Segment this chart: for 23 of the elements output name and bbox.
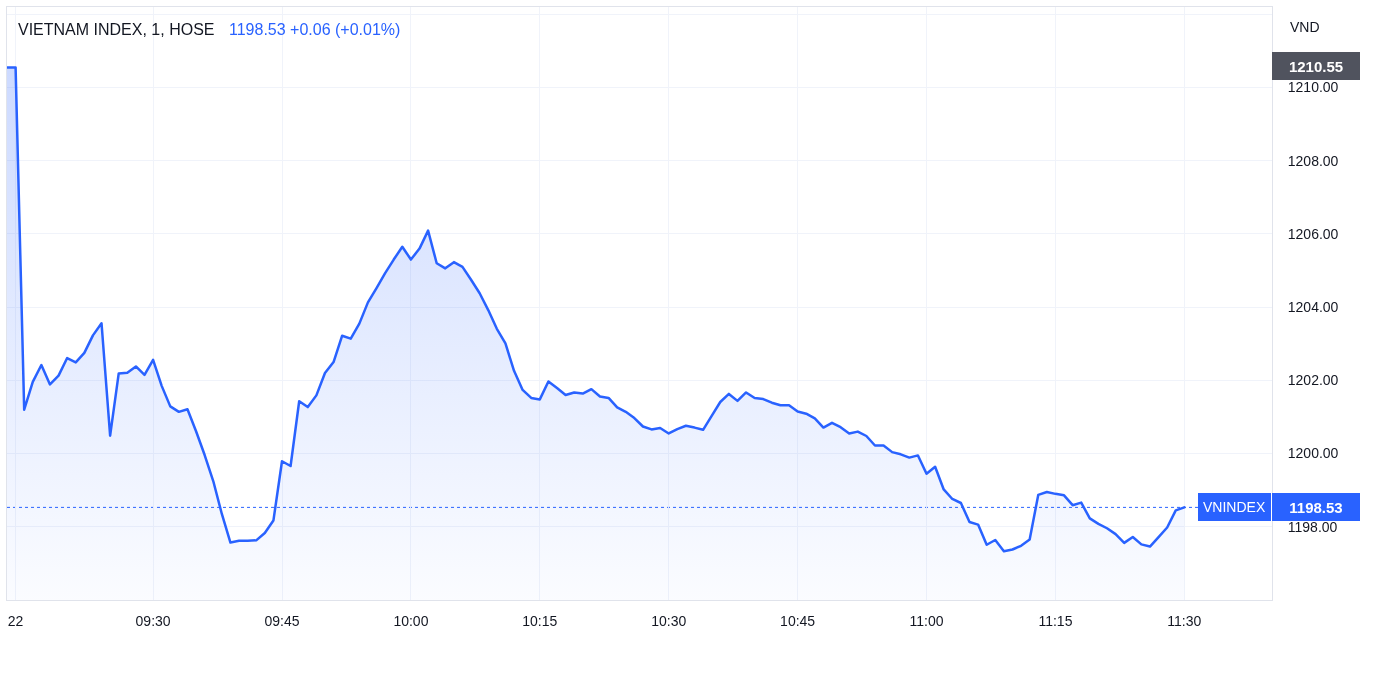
x-tick-label: 09:45	[264, 612, 300, 629]
y-tick-label: 1204.00	[1287, 299, 1339, 316]
y-tick-label: 1200.00	[1287, 445, 1339, 462]
x-tick-label: 10:00	[393, 612, 429, 629]
y-tick-label: 1210.00	[1287, 79, 1339, 96]
x-tick-label: 11:30	[1167, 612, 1202, 629]
x-tick-label: 10:45	[780, 612, 816, 629]
y-tick-label: 1208.00	[1287, 152, 1339, 169]
y-tick-label: 1198.00	[1287, 518, 1338, 535]
x-tick-label: 11:15	[1038, 612, 1073, 629]
x-tick-label: 11:00	[909, 612, 944, 629]
x-tick-label: 10:30	[651, 612, 687, 629]
x-tick-label: 10:15	[522, 612, 558, 629]
y-axis-title: VND	[1290, 19, 1320, 35]
series-label: VNINDEX	[1203, 499, 1266, 515]
x-tick-label: 09:30	[135, 612, 171, 629]
x-tick-label: 22	[7, 612, 24, 629]
text: 1198.53 +0.06 (+0.01%)	[229, 21, 401, 38]
y-tick-label: 1202.00	[1287, 372, 1339, 389]
text: 1210.55	[1288, 57, 1344, 75]
text: VIETNAM INDEX, 1, HOSE	[18, 21, 215, 38]
ref-line-label: 1198.53	[1289, 498, 1343, 516]
y-tick-label: 1206.00	[1287, 225, 1339, 242]
